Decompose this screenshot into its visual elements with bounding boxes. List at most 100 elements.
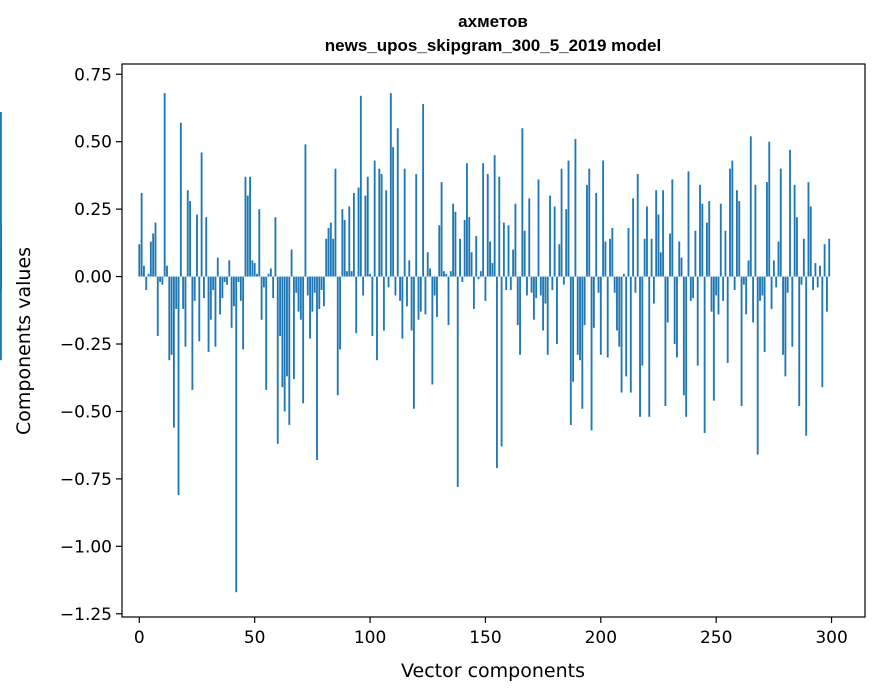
y-tick-label: −0.25 bbox=[60, 335, 112, 355]
bar-component-24 bbox=[193, 276, 196, 301]
bar-component-132 bbox=[442, 271, 445, 277]
bar-component-186 bbox=[567, 160, 570, 277]
bar-component-133 bbox=[445, 273, 448, 277]
bar-component-97 bbox=[362, 276, 365, 296]
bar-component-27 bbox=[200, 152, 203, 277]
bar-component-160 bbox=[507, 225, 510, 277]
bar-component-218 bbox=[641, 276, 644, 366]
bar-component-43 bbox=[237, 276, 240, 282]
bar-component-107 bbox=[385, 190, 388, 277]
bar-component-259 bbox=[736, 190, 738, 277]
bar-component-207 bbox=[616, 276, 618, 331]
bar-component-224 bbox=[655, 190, 658, 277]
bar-component-208 bbox=[618, 276, 621, 347]
bar-component-75 bbox=[311, 276, 314, 312]
bar-component-84 bbox=[332, 238, 335, 277]
bar-component-184 bbox=[562, 276, 565, 285]
bar-component-81 bbox=[325, 238, 328, 277]
bar-component-232 bbox=[673, 276, 676, 345]
bar-component-98 bbox=[364, 195, 367, 277]
bar-component-67 bbox=[292, 276, 295, 380]
bar-component-253 bbox=[722, 276, 725, 301]
bar-component-125 bbox=[426, 252, 429, 277]
bar-component-287 bbox=[800, 276, 803, 285]
bar-component-42 bbox=[235, 276, 238, 593]
bar-component-158 bbox=[502, 222, 505, 277]
bar-component-182 bbox=[558, 244, 561, 277]
bar-component-121 bbox=[417, 276, 420, 320]
bar-component-262 bbox=[742, 276, 745, 285]
bar-component-55 bbox=[265, 276, 268, 390]
bar-component-147 bbox=[477, 276, 480, 280]
bar-component-83 bbox=[329, 222, 332, 277]
bar-component-5 bbox=[149, 241, 152, 277]
bar-component-143 bbox=[468, 217, 471, 277]
bar-component-19 bbox=[182, 276, 185, 309]
bar-component-124 bbox=[424, 276, 427, 315]
bar-component-210 bbox=[622, 273, 625, 277]
bar-component-250 bbox=[715, 276, 718, 296]
bar-component-275 bbox=[772, 260, 775, 277]
bar-component-151 bbox=[486, 174, 489, 277]
bar-component-80 bbox=[322, 276, 325, 307]
bar-component-22 bbox=[189, 201, 191, 277]
bar-component-282 bbox=[789, 149, 791, 277]
bar-component-9 bbox=[159, 276, 161, 282]
bar-component-28 bbox=[202, 276, 205, 299]
x-tick-label: 0 bbox=[134, 628, 145, 648]
y-tick-label: 0.75 bbox=[74, 65, 112, 85]
bar-component-295 bbox=[819, 265, 821, 277]
bar-component-3 bbox=[145, 276, 148, 291]
bar-component-6 bbox=[152, 233, 155, 277]
bar-component-85 bbox=[334, 168, 337, 277]
bar-component-70 bbox=[299, 276, 302, 320]
bar-component-146 bbox=[475, 236, 478, 277]
x-tick-label: 100 bbox=[354, 628, 386, 648]
bar-component-197 bbox=[592, 276, 595, 328]
bar-component-261 bbox=[740, 276, 743, 407]
bar-component-101 bbox=[371, 276, 374, 336]
bar-component-153 bbox=[491, 263, 494, 277]
bar-component-240 bbox=[692, 276, 695, 299]
bar-component-215 bbox=[634, 276, 637, 293]
bar-series bbox=[0, 93, 831, 593]
bar-component-65 bbox=[288, 276, 291, 425]
bar-component-256 bbox=[729, 168, 731, 277]
bar-component-8 bbox=[156, 276, 159, 336]
x-tick-label: 300 bbox=[815, 628, 847, 648]
bar-component-34 bbox=[216, 257, 219, 277]
bar-component-26 bbox=[198, 276, 201, 342]
bar-component-180 bbox=[553, 206, 556, 277]
bar-component-181 bbox=[556, 276, 558, 345]
bar-component-221 bbox=[648, 276, 651, 417]
bar-component-142 bbox=[466, 163, 468, 277]
bar-component-69 bbox=[297, 276, 300, 312]
y-tick-label: 0.00 bbox=[74, 268, 112, 288]
bar-component-15 bbox=[172, 276, 175, 428]
bar-component-266 bbox=[752, 276, 755, 323]
bar-component-227 bbox=[662, 190, 665, 277]
y-tick-label: 0.50 bbox=[74, 133, 112, 153]
bar-component-38 bbox=[226, 276, 228, 285]
bar-component-50 bbox=[253, 263, 256, 277]
bar-component-244 bbox=[701, 203, 704, 277]
bar-component-155 bbox=[496, 276, 498, 469]
bar-component-239 bbox=[689, 276, 692, 301]
bar-component-undefined bbox=[0, 112, 2, 277]
bar-component-63 bbox=[283, 276, 286, 412]
bar-component-278 bbox=[779, 168, 782, 277]
bar-component-277 bbox=[777, 241, 780, 277]
bar-component-213 bbox=[629, 276, 632, 393]
bar-component-32 bbox=[212, 276, 215, 291]
bar-component-189 bbox=[574, 138, 577, 277]
bar-component-212 bbox=[627, 228, 630, 277]
bar-component-45 bbox=[242, 276, 245, 350]
bar-component-undefined bbox=[0, 276, 2, 282]
bar-component-276 bbox=[775, 276, 778, 288]
bar-component-154 bbox=[493, 155, 496, 277]
bar-component-183 bbox=[560, 168, 563, 277]
bar-component-234 bbox=[678, 241, 681, 277]
bar-component-296 bbox=[821, 276, 824, 388]
y-tick-label: 0.25 bbox=[74, 200, 112, 220]
bar-component-61 bbox=[279, 276, 281, 336]
